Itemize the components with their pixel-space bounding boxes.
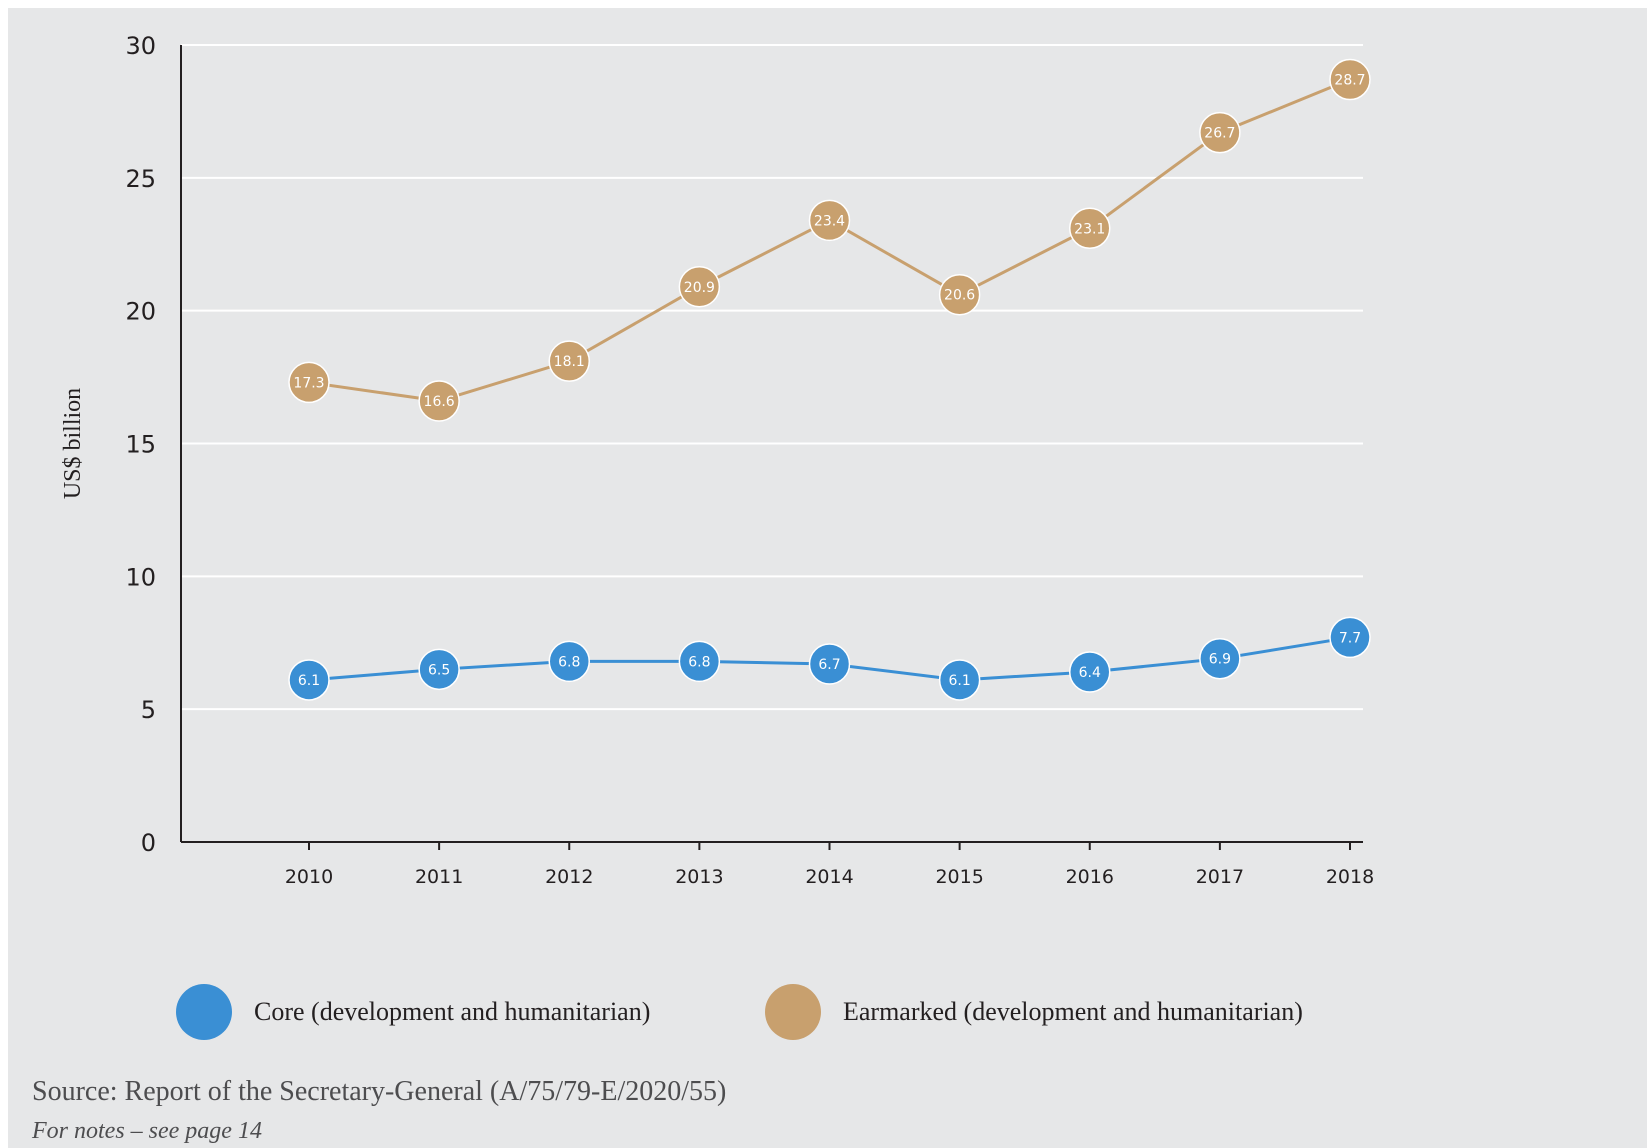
data-label: 17.3 — [293, 375, 324, 391]
legend-swatch-core — [176, 984, 232, 1040]
data-point — [548, 340, 590, 382]
series-layer: 6.1 6.5 6.8 6.8 6.7 6.1 6.4 6.9 7.7 17.3 16.6 18.1 2… — [288, 58, 1371, 701]
data-label: 23.1 — [1074, 221, 1105, 237]
data-point — [808, 643, 851, 685]
x-tick-label: 2014 — [805, 866, 853, 888]
data-point — [938, 659, 981, 701]
data-point — [288, 659, 330, 701]
data-point — [288, 361, 330, 404]
data-label: 6.1 — [948, 673, 970, 689]
x-tick-label: 2012 — [545, 866, 593, 888]
data-point — [418, 380, 460, 422]
data-point — [418, 648, 460, 691]
x-tick-label: 2011 — [415, 866, 463, 888]
notes-reference: For notes – see page 14 — [32, 1118, 262, 1144]
x-tick-label: 2018 — [1326, 866, 1374, 888]
chart-panel: 0 5 10 15 20 25 30 2010 2011 2012 2013 2014 2015 201… — [8, 8, 1647, 1148]
data-label: 6.4 — [1079, 665, 1101, 681]
y-tick-label: 20 — [125, 298, 156, 326]
data-label: 20.9 — [684, 280, 715, 296]
data-label: 18.1 — [554, 354, 585, 370]
data-label: 6.8 — [558, 654, 580, 670]
data-label: 16.6 — [424, 394, 455, 410]
source-note: Source: Report of the Secretary-General … — [32, 1076, 727, 1107]
data-label: 6.1 — [298, 673, 320, 689]
data-point — [1069, 651, 1111, 693]
legend-item-core: Core (development and humanitarian) — [176, 984, 650, 1040]
data-point — [1199, 111, 1241, 154]
legend-swatch-earmarked — [765, 984, 821, 1040]
data-point — [678, 266, 721, 308]
data-label: 6.5 — [428, 662, 450, 678]
y-tick-label: 5 — [141, 696, 156, 724]
x-tick-label: 2010 — [285, 866, 333, 888]
y-tick-label: 30 — [125, 32, 156, 60]
data-point — [1329, 58, 1371, 101]
y-tick-label: 0 — [141, 829, 156, 857]
legend-item-earmarked: Earmarked (development and humanitarian) — [765, 984, 1303, 1040]
series-core: 6.1 6.5 6.8 6.8 6.7 6.1 6.4 6.9 7.7 — [288, 616, 1371, 701]
data-point — [938, 273, 981, 316]
data-label: 6.9 — [1209, 652, 1231, 668]
data-label: 23.4 — [814, 213, 845, 229]
data-point — [548, 640, 590, 683]
y-tick-label: 10 — [125, 563, 156, 591]
x-tick-label: 2013 — [675, 866, 723, 888]
y-tick-label: 15 — [125, 431, 156, 459]
data-label: 6.8 — [688, 654, 710, 670]
x-tick-label: 2016 — [1066, 866, 1114, 888]
legend-label-earmarked: Earmarked (development and humanitarian) — [843, 997, 1303, 1026]
data-label: 7.7 — [1339, 630, 1361, 646]
data-label: 26.7 — [1204, 126, 1235, 142]
y-axis-ticks: 0 5 10 15 20 25 30 — [125, 32, 156, 857]
data-label: 28.7 — [1334, 73, 1365, 89]
y-axis-label: US$ billion — [60, 388, 86, 499]
data-label: 6.7 — [818, 657, 840, 673]
legend-label-core: Core (development and humanitarian) — [254, 997, 651, 1026]
series-earmarked: 17.3 16.6 18.1 20.9 23.4 20.6 23.1 26.7 28.7 — [288, 58, 1371, 422]
axes — [180, 45, 1363, 843]
data-point — [808, 199, 851, 242]
data-point — [1199, 637, 1241, 680]
x-axis-ticks: 2010 2011 2012 2013 2014 2015 2016 2017 2018 — [285, 842, 1374, 888]
gridlines — [181, 44, 1363, 711]
x-tick-label: 2017 — [1196, 866, 1244, 888]
x-tick-label: 2015 — [935, 866, 983, 888]
data-point — [1329, 616, 1371, 659]
data-label: 20.6 — [944, 288, 975, 304]
data-point — [1069, 207, 1111, 250]
data-point — [678, 640, 721, 683]
y-tick-label: 25 — [125, 165, 156, 193]
